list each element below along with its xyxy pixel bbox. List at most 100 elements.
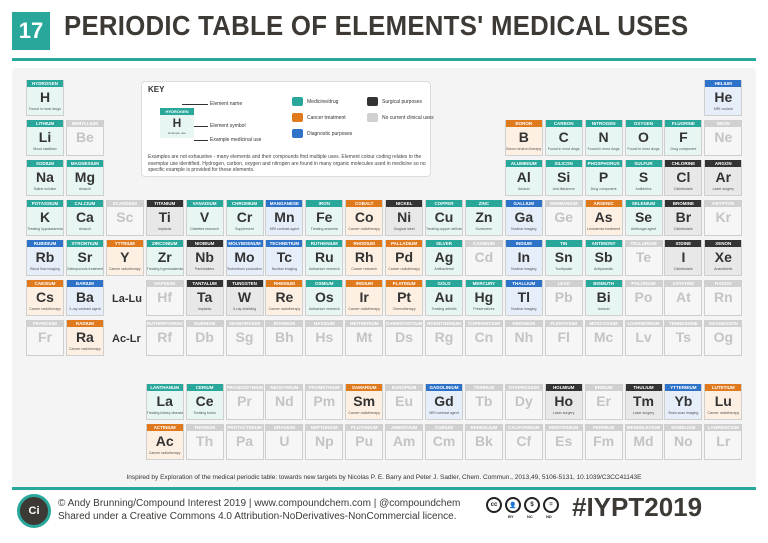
element-name: Germanium [545,200,582,207]
cc-nc-label: NC [527,514,533,519]
element-symbol: Bh [275,329,294,345]
element-name: Yttrium [106,240,143,247]
element-use: Nuclear imaging [511,267,537,271]
element-tile-fr: Francium Fr [26,320,64,356]
element-tile-cd: Cadmium Cd [464,240,503,276]
element-use: Cancer radiotherapy [348,307,381,311]
element-name: Arsenic [585,200,622,207]
element-tile-si: Silicon Si Anti-flatulence [544,160,583,196]
element-use: Drug component [670,147,697,151]
element-symbol: Rb [35,249,55,265]
element-name: Astatine [665,280,702,287]
element-tile-db: Dubnium Db [185,320,224,356]
element-name: Thallium [505,280,542,287]
element-symbol: B [518,129,529,145]
cc-by-label: BY [508,514,514,519]
element-use: Nuclear imaging [511,227,537,231]
element-symbol: Co [354,209,374,225]
element-use: Antifungal agent [630,227,657,231]
key-demo-tile: HYDROGEN H Example use [160,108,194,138]
element-symbol: Ba [75,289,94,305]
element-use: Implants [158,227,172,231]
element-name: Antimony [585,240,622,247]
element-name: Copper [426,200,462,207]
element-name: Francium [27,320,63,327]
element-name: Oganesson [705,320,742,327]
element-name: Rhenium [266,280,303,287]
element-symbol: Si [557,169,571,185]
element-name: Argon [705,160,742,167]
element-symbol: Md [633,433,654,449]
element-symbol: Fl [557,329,570,345]
swatch-diagnostic [292,129,303,138]
element-use: Saline solution [33,187,57,191]
element-name: Helium [705,80,742,87]
element-use: Nuclear imaging [271,267,298,271]
element-tile-c: Carbon C Found in most drugs [544,120,583,156]
element-tile-rf: Rutherfordium Rf [145,320,184,356]
element-tile-be: Beryllium Be [65,120,104,156]
element-symbol: Fm [593,433,615,449]
element-tile-md: Mendelevium Md [624,424,663,460]
element-symbol: Ac [155,433,174,449]
element-name: Chromium [226,200,263,207]
key-demo-symbol: H [172,116,182,130]
element-symbol: Mc [593,329,614,345]
element-name: Dysprosium [505,384,542,391]
element-use: Nuclear imaging [511,307,537,311]
element-symbol: Cm [432,433,456,449]
element-tile-nb: Niobium Nb Pacemakers [185,240,224,276]
element-tile-ne: Neon Ne [704,120,743,156]
element-tile-b: Boron B Boron neutron therapy [504,120,543,156]
element-use: Treating anaemia [310,227,338,231]
element-tile-ac: Actinium Ac Cancer radiotherapy [145,424,184,460]
element-use: Antacid [597,307,610,311]
key-label-symbol: Element symbol [210,123,246,129]
element-symbol: Se [634,209,653,225]
element-name: Promethium [306,384,343,391]
element-name: Calcium [66,200,103,207]
element-name: Xenon [705,240,742,247]
element-symbol: F [679,129,688,145]
element-tile-po: Polonium Po [624,280,663,316]
element-symbol: S [638,169,649,185]
element-tile-sm: Samarium Sm Cancer radiotherapy [345,384,384,420]
element-symbol: Ra [75,329,94,345]
element-name: Lanthanum [146,384,183,391]
key-label-name: Element name [210,101,243,107]
element-symbol: Po [634,289,653,305]
element-tile-y: Yttrium Y Cancer radiotherapy [105,240,144,276]
element-tile-pr: Praseodymium Pr [225,384,264,420]
element-name: Gallium [505,200,542,207]
element-tile-n: Nitrogen N Found in most drugs [584,120,623,156]
element-use: Treating arthritis [431,307,457,311]
element-tile-h: Hydrogen H Found in most drugs [26,80,64,116]
element-symbol: Np [314,433,334,449]
element-name: Erbium [585,384,622,391]
element-use: Cancer radiotherapy [707,411,740,415]
element-use: Cancer radiotherapy [148,451,181,455]
element-tile-rh: Rhodium Rh Cancer research [345,240,384,276]
swatch-label-cancer: Cancer treatment [307,115,346,121]
element-use: Toothpaste [555,267,573,271]
element-symbol: Nb [195,249,214,265]
cc-nc-icon: $ [524,497,540,513]
element-tile-rg: Roentgenium Rg [425,320,463,356]
element-name: Neodymium [266,384,303,391]
element-symbol: Ni [397,209,412,225]
element-name: Platinum [386,280,423,287]
element-tile-ni: Nickel Ni Surgical steel [385,200,424,236]
element-symbol: Pm [313,393,336,409]
element-name: Cobalt [346,200,383,207]
header: 17 PERIODIC TABLE OF ELEMENTS' MEDICAL U… [0,0,768,62]
element-name: Samarium [346,384,383,391]
element-name: Meitnerium [346,320,383,327]
element-tile-lv: Livermorium Lv [624,320,663,356]
element-symbol: Rf [157,329,173,345]
element-name: Strontium [66,240,103,247]
element-symbol: Mo [234,249,255,265]
element-symbol: Ir [359,289,369,305]
element-tile-ce: Cerium Ce Treating burns [185,384,224,420]
element-use: Diabetes research [190,227,219,231]
element-tile-sc: Scandium Sc [105,200,144,236]
